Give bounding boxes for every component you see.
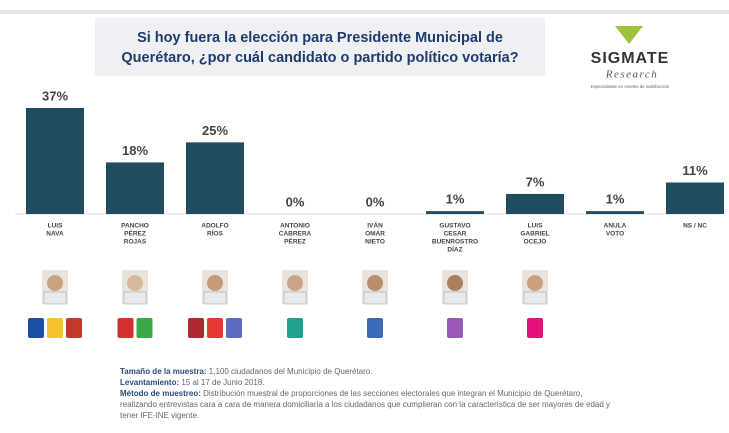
x-tick-label: PANCHO [121, 223, 149, 230]
party-logo [136, 318, 153, 338]
x-tick-label: LUIS [528, 223, 543, 230]
logo-tagline: Especialistas en niveles de satisfacción [591, 84, 670, 89]
value-label: 0% [286, 194, 305, 209]
candidate-body [123, 291, 147, 305]
x-tick-label: ROJAS [124, 239, 147, 246]
candidate-face [367, 275, 383, 291]
x-tick-label: PÉREZ [284, 237, 306, 246]
x-tick-label: VOTO [606, 231, 624, 238]
top-rule [0, 10, 729, 14]
value-label: 1% [446, 192, 465, 207]
x-tick-label: GABRIEL [520, 231, 549, 238]
candidate-body [363, 291, 387, 305]
x-tick-label: ANTONIO [280, 223, 310, 230]
bar [426, 211, 484, 214]
candidate-face [287, 275, 303, 291]
party-logo [367, 318, 383, 338]
bar [586, 211, 644, 214]
x-tick-label: NS / NC [683, 223, 707, 230]
x-tick-label: BUENROSTRO [432, 239, 478, 246]
x-tick-label: NIETO [365, 239, 385, 246]
bar [506, 193, 564, 214]
chart-title: Si hoy fuera la elección para Presidente… [137, 30, 503, 46]
note: Tamaño de la muestra: 1,100 ciudadanos d… [120, 366, 620, 377]
value-label: 1% [606, 192, 625, 207]
note-label: Tamaño de la muestra: [120, 367, 207, 376]
logo-mark [615, 26, 643, 44]
candidate-body [203, 291, 227, 305]
candidate-body [443, 291, 467, 305]
notes: Tamaño de la muestra: 1,100 ciudadanos d… [120, 366, 620, 421]
value-label: 18% [122, 143, 148, 158]
party-logo [447, 318, 463, 338]
bar [106, 162, 164, 214]
x-tick-label: RÍOS [207, 229, 224, 238]
note-text: Distribución muestral de proporciones de… [120, 389, 611, 420]
party-logo [527, 318, 543, 338]
note-label: Levantamiento: [120, 378, 180, 387]
x-tick-label: OCEJO [524, 239, 547, 246]
note: Levantamiento: 15 al 17 de Junio 2018. [120, 377, 620, 388]
value-label: 0% [366, 194, 385, 209]
note-text: 1,100 ciudadanos del Municipio de Querét… [206, 367, 373, 376]
party-logo [287, 318, 303, 338]
logo-name: SIGMATE [591, 50, 670, 67]
party-logo [207, 318, 223, 338]
logo-sub: Research [605, 69, 659, 81]
party-logo [66, 318, 82, 338]
x-tick-label: OMAR [365, 231, 385, 238]
x-tick-label: DÍAZ [447, 245, 462, 254]
value-label: 11% [682, 163, 708, 178]
candidate-face [207, 275, 223, 291]
bar [666, 182, 724, 214]
candidate-face [527, 275, 543, 291]
x-tick-label: IVÁN [367, 221, 383, 230]
bar [186, 142, 244, 214]
x-tick-label: CABRERA [279, 231, 312, 238]
candidate-body [283, 291, 307, 305]
bar [26, 108, 84, 214]
value-label: 25% [202, 123, 228, 138]
candidate-body [43, 291, 67, 305]
x-tick-label: GUSTAVO [439, 223, 470, 230]
candidate-face [47, 275, 63, 291]
note-text: 15 al 17 de Junio 2018. [179, 378, 265, 387]
party-logo [117, 318, 134, 338]
candidate-body [523, 291, 547, 305]
candidate-face [447, 275, 463, 291]
note: Método de muestreo: Distribución muestra… [120, 388, 620, 421]
value-label: 7% [526, 174, 545, 189]
party-logo [226, 318, 242, 338]
party-logo [188, 318, 204, 338]
x-tick-label: LUIS [48, 223, 63, 230]
party-logo [28, 318, 44, 338]
chart-title: Querétaro, ¿por cuál candidato o partido… [121, 50, 518, 66]
note-label: Método de muestreo: [120, 389, 201, 398]
title-box [95, 18, 545, 76]
party-logo [47, 318, 63, 338]
candidate-face [127, 275, 143, 291]
x-tick-label: CESAR [444, 231, 467, 238]
x-tick-label: PÉREZ [124, 229, 146, 238]
value-label: 37% [42, 88, 68, 103]
x-tick-label: NAVA [46, 231, 64, 238]
x-tick-label: ADOLFO [201, 223, 228, 230]
x-tick-label: ANULA [604, 223, 627, 230]
